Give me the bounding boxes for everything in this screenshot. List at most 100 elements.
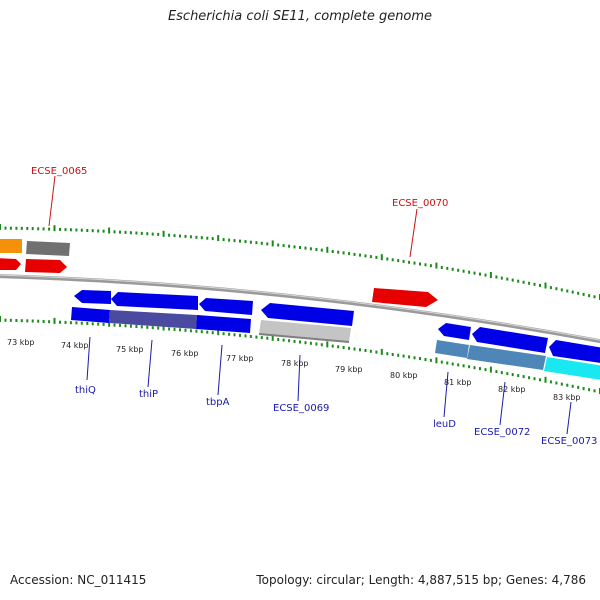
- minor-tick: [113, 323, 116, 327]
- minor-tick: [260, 336, 263, 340]
- minor-tick: [408, 355, 411, 359]
- gene-label-thiQ[interactable]: thiQ: [75, 385, 96, 396]
- minor-tick: [140, 325, 143, 329]
- band-cyan-ecse-0073: [544, 357, 600, 380]
- minor-tick: [288, 339, 291, 343]
- gene-tbpA[interactable]: [199, 298, 253, 315]
- major-tick: [162, 230, 165, 237]
- minor-tick: [528, 376, 531, 380]
- minor-tick: [560, 288, 563, 292]
- major-tick: [380, 348, 383, 355]
- minor-tick: [75, 321, 78, 325]
- minor-tick: [337, 345, 340, 349]
- minor-tick: [288, 244, 291, 248]
- minor-tick: [413, 356, 416, 360]
- map-title: Escherichia coli SE11, complete genome: [167, 9, 433, 24]
- connector-thiQ: [86, 336, 91, 381]
- minor-tick: [593, 389, 596, 393]
- gene-grey-upper[interactable]: [26, 241, 70, 256]
- major-tick: [544, 376, 547, 383]
- minor-tick: [211, 331, 214, 335]
- minor-tick: [342, 346, 345, 349]
- minor-tick: [348, 346, 351, 350]
- minor-tick: [86, 322, 89, 325]
- minor-tick: [359, 253, 361, 257]
- minor-tick: [15, 226, 18, 230]
- minor-tick: [451, 362, 454, 366]
- minor-tick: [566, 383, 569, 387]
- minor-tick: [4, 226, 7, 230]
- minor-tick: [244, 334, 247, 338]
- minor-tick: [26, 319, 29, 323]
- gene-red-ecse-0070[interactable]: [372, 288, 438, 307]
- gene-label-ecse-0073[interactable]: ECSE_0073: [541, 436, 597, 447]
- minor-tick: [91, 229, 94, 233]
- minor-tick: [119, 230, 121, 234]
- minor-tick: [419, 262, 421, 266]
- minor-tick: [233, 333, 236, 337]
- gene-thiP[interactable]: [111, 292, 198, 310]
- gene-red-left-1[interactable]: [0, 258, 21, 270]
- minor-tick: [533, 377, 536, 381]
- minor-tick: [113, 230, 116, 234]
- minor-tick: [588, 294, 591, 298]
- minor-tick: [179, 234, 181, 238]
- minor-tick: [353, 252, 356, 256]
- minor-tick: [424, 263, 427, 267]
- minor-tick: [364, 349, 367, 352]
- gene-ecse-0072[interactable]: [472, 327, 548, 353]
- gene-label-ecse-0070[interactable]: ECSE_0070: [392, 198, 448, 209]
- minor-tick: [549, 286, 552, 290]
- minor-tick: [4, 318, 7, 322]
- gene-ecse-0069[interactable]: [261, 303, 354, 326]
- minor-tick: [402, 354, 405, 358]
- minor-tick: [293, 245, 296, 249]
- gene-label-ecse-0065[interactable]: ECSE_0065: [31, 166, 87, 177]
- minor-tick: [31, 227, 34, 231]
- minor-tick: [266, 242, 269, 246]
- minor-tick: [9, 318, 12, 322]
- minor-tick: [244, 240, 247, 244]
- tick-label: 83 kbp: [553, 393, 581, 402]
- minor-tick: [369, 349, 372, 353]
- minor-tick: [239, 239, 241, 243]
- minor-tick: [511, 278, 514, 282]
- connector-ecse-0073: [566, 401, 572, 435]
- gene-label-ecse-0069[interactable]: ECSE_0069: [273, 403, 329, 414]
- minor-tick: [484, 273, 487, 277]
- minor-tick: [315, 248, 318, 251]
- minor-tick: [48, 320, 51, 324]
- minor-tick: [555, 381, 558, 385]
- minor-tick: [419, 357, 421, 361]
- minor-tick: [359, 348, 361, 352]
- minor-tick: [571, 290, 574, 294]
- minor-tick: [80, 228, 83, 232]
- gene-orange[interactable]: [0, 239, 22, 253]
- gene-label-thiP[interactable]: thiP: [139, 389, 158, 400]
- minor-tick: [146, 325, 149, 329]
- gene-leuD[interactable]: [438, 323, 471, 340]
- gene-thiQ[interactable]: [74, 290, 111, 304]
- minor-tick: [168, 233, 171, 237]
- connector-thiP: [147, 339, 153, 388]
- minor-tick: [64, 228, 67, 232]
- gene-ecse-0073[interactable]: [549, 340, 600, 364]
- minor-tick: [397, 353, 400, 357]
- minor-tick: [391, 258, 394, 262]
- minor-tick: [309, 341, 312, 345]
- major-tick: [435, 262, 438, 269]
- minor-tick: [429, 358, 432, 362]
- minor-tick: [151, 232, 154, 236]
- tick-label: 80 kbp: [390, 371, 418, 380]
- gene-label-leuD[interactable]: leuD: [433, 419, 456, 430]
- gene-label-ecse-0072[interactable]: ECSE_0072: [474, 427, 530, 438]
- minor-tick: [249, 335, 252, 338]
- minor-tick: [331, 344, 334, 348]
- gene-red-ecse-0065[interactable]: [25, 259, 67, 273]
- gene-label-tbpA[interactable]: tbpA: [206, 397, 230, 408]
- label-connectors: [48, 175, 572, 435]
- minor-tick: [500, 276, 503, 280]
- minor-tick: [173, 234, 176, 238]
- minor-tick: [473, 366, 476, 370]
